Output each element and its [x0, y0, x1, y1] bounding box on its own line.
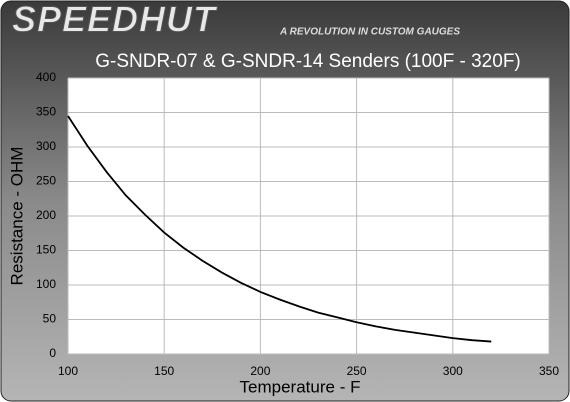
x-tick-label: 100: [58, 364, 78, 378]
x-tick-label: 150: [154, 364, 174, 378]
chart-title: G-SNDR-07 & G-SNDR-14 Senders (100F - 32…: [95, 51, 521, 72]
tagline: A REVOLUTION IN CUSTOM GAUGES: [279, 27, 460, 38]
y-tick-label: 300: [36, 139, 56, 153]
brand-logo: SPEEDHUT: [12, 0, 218, 40]
y-tick-label: 200: [36, 208, 56, 222]
x-tick-label: 300: [443, 364, 463, 378]
x-tick-label: 200: [250, 364, 270, 378]
line-series: [67, 115, 492, 343]
y-tick-label: 50: [43, 312, 57, 326]
x-tick-label: 350: [539, 364, 559, 378]
y-tick-label: 250: [36, 174, 56, 188]
y-tick-label: 150: [36, 243, 56, 257]
x-tick-label: 250: [347, 364, 367, 378]
y-tick-label: 350: [36, 105, 56, 119]
y-axis-label: Resistance - OHM: [7, 147, 26, 286]
y-tick-label: 100: [36, 277, 56, 291]
y-tick-label: 400: [36, 70, 56, 84]
x-axis-label: Temperature - F: [240, 377, 361, 396]
y-tick-label: 0: [49, 346, 56, 360]
